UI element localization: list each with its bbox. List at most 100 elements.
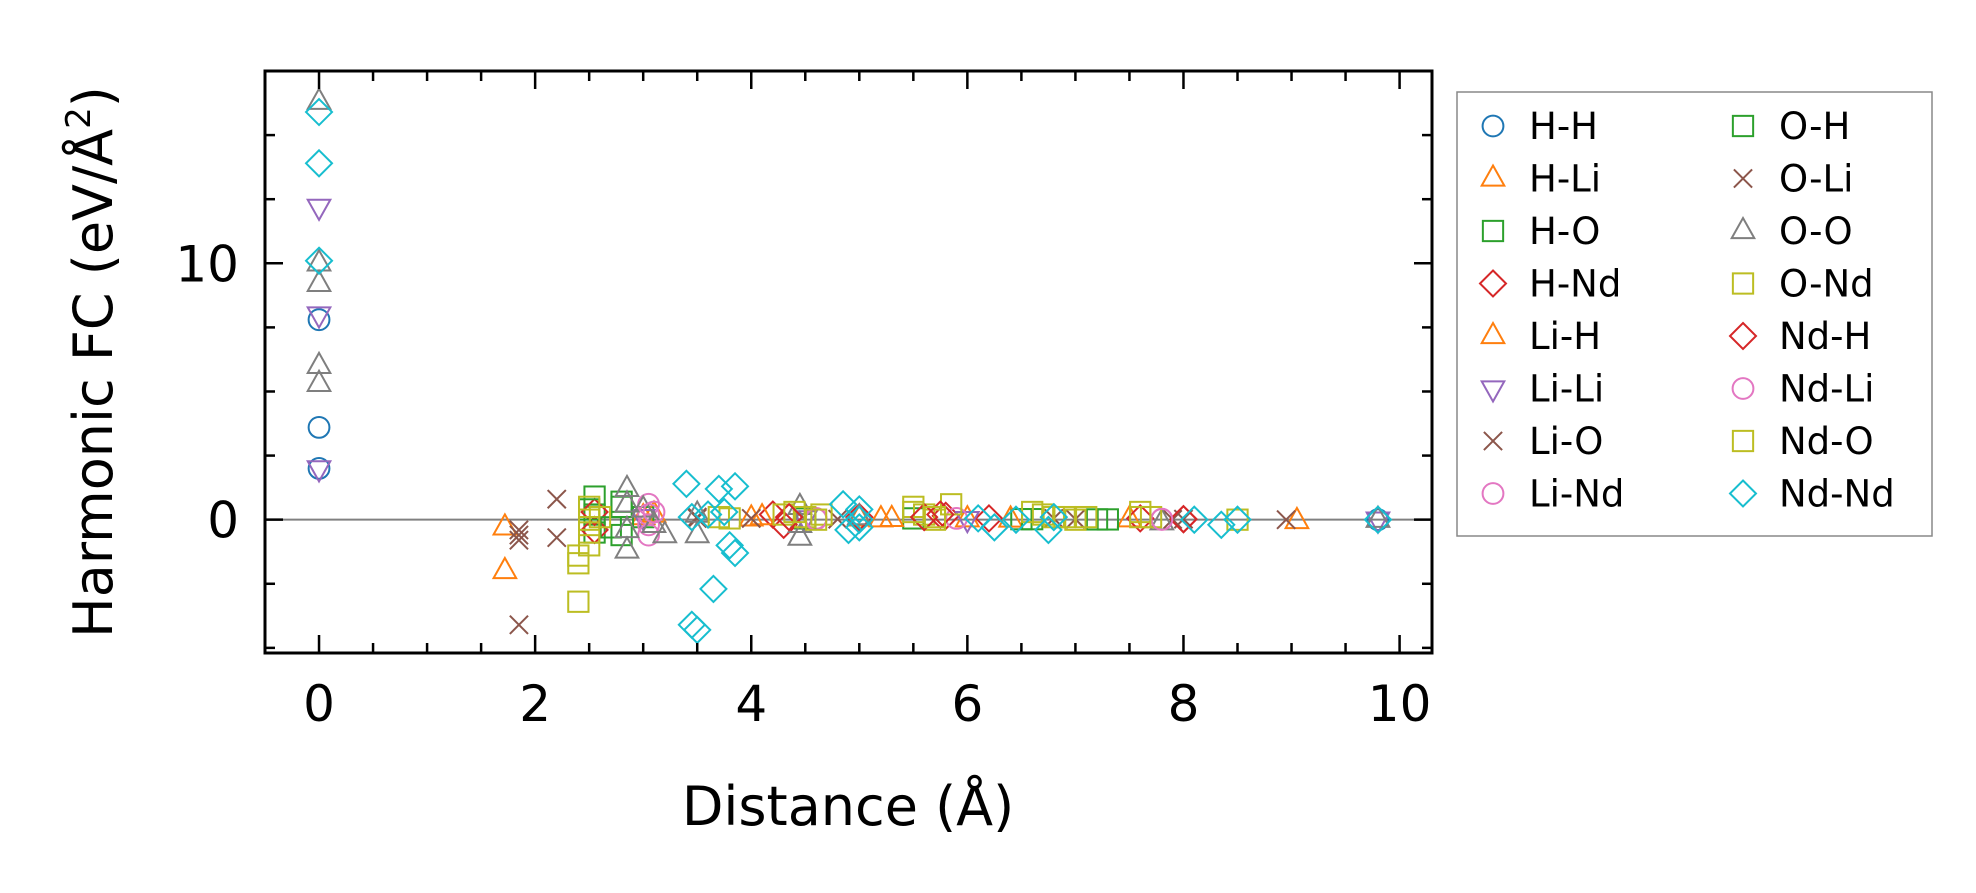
legend-item-li-o: Li-O bbox=[1483, 420, 1603, 463]
legend-label-o-li: O-Li bbox=[1779, 158, 1853, 201]
legend-item-h-nd: H-Nd bbox=[1478, 263, 1621, 306]
data-point-li-li-6 bbox=[1364, 511, 1391, 535]
data-point-nd-o-3 bbox=[804, 508, 828, 531]
legend-marker-li-h bbox=[1479, 320, 1507, 345]
data-point-li-o-3 bbox=[546, 489, 567, 509]
legend-label-h-li: H-Li bbox=[1529, 158, 1601, 201]
legend-item-o-h: O-H bbox=[1731, 105, 1850, 148]
legend-label-o-h: O-H bbox=[1779, 105, 1850, 148]
data-point-o-o-0 bbox=[306, 86, 333, 110]
y-axis-label-end: ) bbox=[62, 86, 125, 107]
plot-area-frame bbox=[263, 69, 1434, 655]
data-point-nd-o-0 bbox=[588, 505, 612, 529]
legend-label-h-nd: H-Nd bbox=[1529, 263, 1621, 306]
data-point-nd-h-0 bbox=[774, 502, 804, 532]
data-point-o-o-5 bbox=[613, 473, 641, 498]
legend-item-li-nd: Li-Nd bbox=[1481, 473, 1624, 516]
data-point-o-o-1 bbox=[306, 248, 333, 272]
legend-marker-h-nd bbox=[1478, 269, 1508, 298]
data-point-nd-nd-18 bbox=[844, 505, 874, 535]
legend: H-H H-Li H-O H-Nd Li-H Li-Li Li-O Li-Nd O-H O-Li O… bbox=[1456, 91, 1933, 537]
data-point-nd-nd-3 bbox=[672, 469, 701, 499]
legend-marker-h-h bbox=[1481, 114, 1505, 138]
data-point-li-nd-5 bbox=[945, 506, 968, 530]
legend-item-o-nd: O-Nd bbox=[1731, 263, 1874, 306]
data-point-nd-nd-24 bbox=[1179, 505, 1209, 535]
data-point-nd-nd-20 bbox=[979, 512, 1009, 542]
legend-items: H-H H-Li H-O H-Nd Li-H Li-Li Li-O Li-Nd O-H O-Li O… bbox=[1478, 105, 1895, 516]
data-point-nd-o-5 bbox=[923, 505, 947, 529]
data-point-nd-o-2 bbox=[783, 500, 806, 524]
data-point-h-li-3 bbox=[738, 503, 765, 527]
legend-item-h-li: H-Li bbox=[1479, 158, 1601, 201]
data-point-o-o-17 bbox=[846, 502, 873, 526]
data-point-h-h-2 bbox=[307, 457, 331, 480]
data-point-h-nd-6 bbox=[974, 503, 1004, 533]
data-point-li-li-1 bbox=[306, 306, 333, 330]
x-tick-label-4: 4 bbox=[735, 675, 767, 733]
y-axis-label: Harmonic FC (eV/Å2) bbox=[59, 86, 125, 638]
series-o-o bbox=[306, 86, 1391, 559]
series-nd-o bbox=[588, 500, 1249, 531]
legend-label-li-h: Li-H bbox=[1529, 315, 1601, 358]
data-point-o-o-13 bbox=[684, 520, 711, 544]
data-point-li-li-5 bbox=[954, 511, 981, 535]
data-point-nd-li-0 bbox=[642, 500, 666, 524]
legend-marker-li-li bbox=[1479, 380, 1507, 404]
legend-box bbox=[1456, 91, 1933, 537]
data-point-li-o-6 bbox=[741, 508, 762, 529]
legend-item-h-o: H-O bbox=[1481, 210, 1600, 253]
legend-marker-o-li bbox=[1733, 168, 1753, 189]
y-tick-label-10: 10 bbox=[175, 235, 239, 293]
legend-label-nd-o: Nd-O bbox=[1779, 420, 1874, 463]
series-li-li bbox=[306, 198, 1391, 535]
legend-label-nd-nd: Nd-Nd bbox=[1779, 473, 1895, 516]
legend-marker-o-o bbox=[1729, 215, 1757, 240]
legend-marker-h-o bbox=[1481, 219, 1505, 243]
data-point-li-o-11 bbox=[1276, 509, 1296, 530]
data-point-nd-nd-27 bbox=[1363, 505, 1393, 535]
data-point-nd-nd-2 bbox=[304, 246, 334, 276]
data-point-o-o-3 bbox=[306, 350, 333, 374]
data-point-h-h-3 bbox=[1366, 508, 1390, 532]
data-point-nd-li-2 bbox=[1150, 508, 1174, 531]
data-point-h-nd-7 bbox=[1125, 503, 1155, 533]
data-point-nd-o-7 bbox=[1042, 505, 1065, 529]
data-point-nd-o-10 bbox=[1226, 508, 1249, 531]
data-points-layer bbox=[304, 86, 1393, 645]
data-point-li-li-0 bbox=[306, 198, 333, 222]
data-point-o-nd-2 bbox=[567, 590, 590, 613]
legend-label-h-o: H-O bbox=[1529, 210, 1600, 253]
legend-item-nd-h: Nd-H bbox=[1728, 315, 1871, 358]
data-point-o-li-0 bbox=[509, 525, 529, 545]
data-point-o-o-2 bbox=[306, 268, 333, 292]
data-point-o-o-11 bbox=[651, 520, 678, 544]
data-point-h-nd-3 bbox=[769, 510, 799, 540]
data-point-nd-nd-4 bbox=[677, 502, 707, 532]
y-axis-label-superscript: 2 bbox=[59, 107, 99, 129]
legend-marker-nd-o bbox=[1731, 429, 1755, 453]
legend-label-li-nd: Li-Nd bbox=[1529, 473, 1624, 516]
data-point-nd-h-1 bbox=[909, 502, 939, 532]
data-point-li-o-1 bbox=[509, 530, 529, 550]
data-point-nd-o-4 bbox=[902, 500, 925, 524]
data-point-h-li-8 bbox=[1283, 505, 1310, 530]
data-point-nd-o-9 bbox=[1129, 505, 1152, 529]
x-tick-label-8: 8 bbox=[1168, 675, 1200, 733]
x-tick-label-6: 6 bbox=[951, 675, 983, 733]
y-tick-label-0: 0 bbox=[207, 492, 239, 550]
legend-marker-o-nd bbox=[1731, 272, 1755, 295]
legend-label-o-o: O-O bbox=[1779, 210, 1853, 253]
legend-label-li-o: Li-O bbox=[1529, 420, 1603, 463]
data-point-nd-nd-25 bbox=[1206, 510, 1236, 540]
data-point-nd-nd-11 bbox=[715, 530, 745, 560]
data-point-h-h-1 bbox=[307, 415, 331, 439]
data-point-nd-nd-23 bbox=[1039, 502, 1069, 532]
data-point-h-h-0 bbox=[307, 308, 331, 332]
data-point-h-nd-0 bbox=[580, 497, 609, 527]
x-tick-label-0: 0 bbox=[303, 675, 335, 733]
data-point-nd-nd-14 bbox=[828, 489, 858, 519]
data-point-nd-nd-10 bbox=[709, 497, 739, 527]
data-point-nd-nd-13 bbox=[720, 538, 750, 568]
